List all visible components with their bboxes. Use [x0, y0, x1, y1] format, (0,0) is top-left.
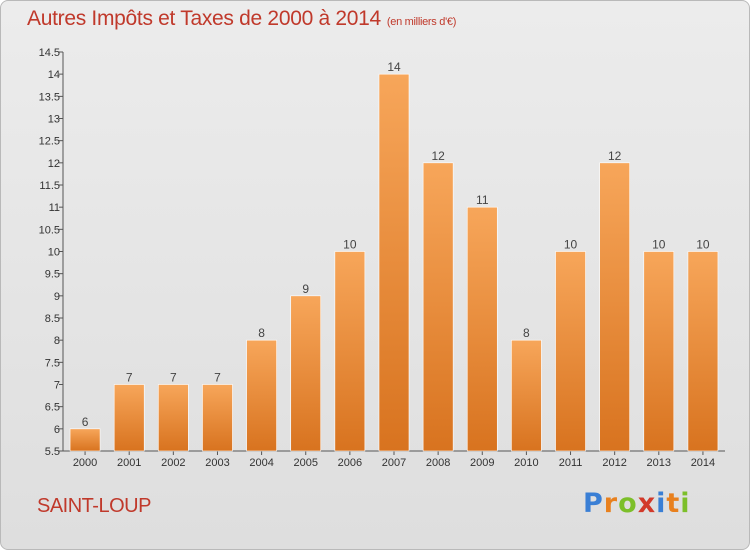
- x-tick-label: 2009: [470, 457, 494, 469]
- chart-unit: (en milliers d'€): [386, 16, 457, 28]
- logo-letter: i: [656, 488, 667, 519]
- commune-name: SAINT-LOUP: [37, 495, 151, 517]
- bar-2012[interactable]: [599, 162, 630, 452]
- proxiti-logo[interactable]: Proxiti: [583, 488, 691, 519]
- y-tick-label: 9: [54, 291, 60, 303]
- y-tick-label: 10: [48, 247, 60, 259]
- bar-2014[interactable]: [687, 251, 719, 452]
- x-tick-label: 2003: [205, 457, 229, 469]
- y-tick-label: 7: [54, 380, 60, 392]
- y-tick-label: 11.5: [39, 180, 60, 192]
- y-tick-label: 11: [49, 202, 60, 214]
- x-tick-label: 2010: [514, 457, 538, 469]
- y-tick-label: 14: [48, 69, 60, 81]
- logo-letter: x: [637, 488, 657, 519]
- bar-2006[interactable]: [334, 251, 366, 452]
- data-label-2004: 8: [258, 326, 265, 340]
- x-tick-label: 2005: [293, 457, 317, 469]
- data-label-2003: 7: [214, 371, 221, 385]
- bar-2002[interactable]: [158, 384, 189, 452]
- x-tick-label: 2001: [117, 457, 141, 469]
- data-label-2011: 10: [564, 238, 578, 252]
- data-label-2007: 14: [387, 60, 401, 74]
- logo-letter: t: [666, 488, 681, 519]
- bar-2011[interactable]: [555, 251, 586, 452]
- bar-2000[interactable]: [69, 428, 101, 452]
- x-tick-label: 2014: [691, 457, 715, 469]
- data-label-2008: 12: [431, 149, 445, 163]
- data-label-2006: 10: [343, 238, 357, 252]
- bar-2001[interactable]: [113, 384, 145, 452]
- x-tick-label: 2006: [338, 457, 362, 469]
- bar-2009[interactable]: [466, 206, 498, 452]
- y-tick-label: 9.5: [45, 269, 60, 281]
- data-label-2014: 10: [696, 238, 710, 252]
- bar-2013[interactable]: [643, 251, 675, 452]
- data-label-2002: 7: [170, 371, 177, 385]
- x-tick-label: 2002: [161, 457, 185, 469]
- logo-letter: o: [618, 488, 638, 519]
- x-tick-label: 2012: [602, 457, 626, 469]
- data-label-2009: 11: [476, 193, 489, 207]
- logo-letter: P: [583, 488, 604, 519]
- x-axis: 2000 2001 2002 2003 2004 2005 2006 2007 2008 2009…: [63, 450, 725, 469]
- y-tick-label: 7.5: [45, 357, 60, 369]
- data-label-2012: 12: [608, 149, 622, 163]
- data-label-2000: 6: [82, 415, 89, 429]
- data-label-2001: 7: [126, 371, 133, 385]
- x-tick-label: 2004: [249, 457, 273, 469]
- y-tick-label: 10.5: [39, 224, 60, 236]
- bar-2003[interactable]: [202, 384, 233, 452]
- bar-2007[interactable]: [378, 73, 410, 452]
- data-label-2013: 10: [652, 238, 666, 252]
- bar-2008[interactable]: [422, 162, 454, 452]
- x-tick-label: 2007: [382, 457, 406, 469]
- y-tick-label: 13: [48, 114, 60, 126]
- logo-letter: i: [680, 488, 691, 519]
- data-labels: 6 7 7 7 8 9 10 14 12 11 8 10 12 10 10: [82, 60, 710, 429]
- logo-letter: r: [603, 488, 619, 519]
- data-label-2005: 9: [302, 282, 309, 296]
- bars: [69, 73, 719, 452]
- chart-title: Autres Impôts et Taxes de 2000 à 2014 (en…: [27, 7, 456, 31]
- y-tick-label: 8: [54, 335, 60, 347]
- y-tick-label: 6: [54, 424, 60, 436]
- y-tick-label: 6.5: [45, 402, 60, 414]
- y-tick-label: 13.5: [39, 91, 60, 103]
- chart-title-text: Autres Impôts et Taxes de 2000 à 2014: [27, 7, 381, 30]
- x-tick-label: 2011: [559, 457, 583, 469]
- y-tick-label: 12: [48, 158, 60, 170]
- bar-2005[interactable]: [290, 295, 322, 452]
- y-tick-label: 8.5: [45, 313, 60, 325]
- x-tick-label: 2000: [73, 457, 97, 469]
- bar-2010[interactable]: [511, 339, 542, 452]
- x-tick-label: 2013: [647, 457, 671, 469]
- y-axis: 5.5 6 6.5 7 7.5 8 8.5 9 9.5 10 10.5 11 11.5 12 12.5 13 1…: [39, 47, 64, 458]
- bar-2004[interactable]: [246, 339, 277, 452]
- y-tick-label: 14.5: [39, 47, 60, 59]
- data-label-2010: 8: [523, 326, 530, 340]
- y-tick-label: 5.5: [45, 446, 60, 458]
- y-tick-label: 12.5: [39, 136, 60, 148]
- x-tick-label: 2008: [426, 457, 450, 469]
